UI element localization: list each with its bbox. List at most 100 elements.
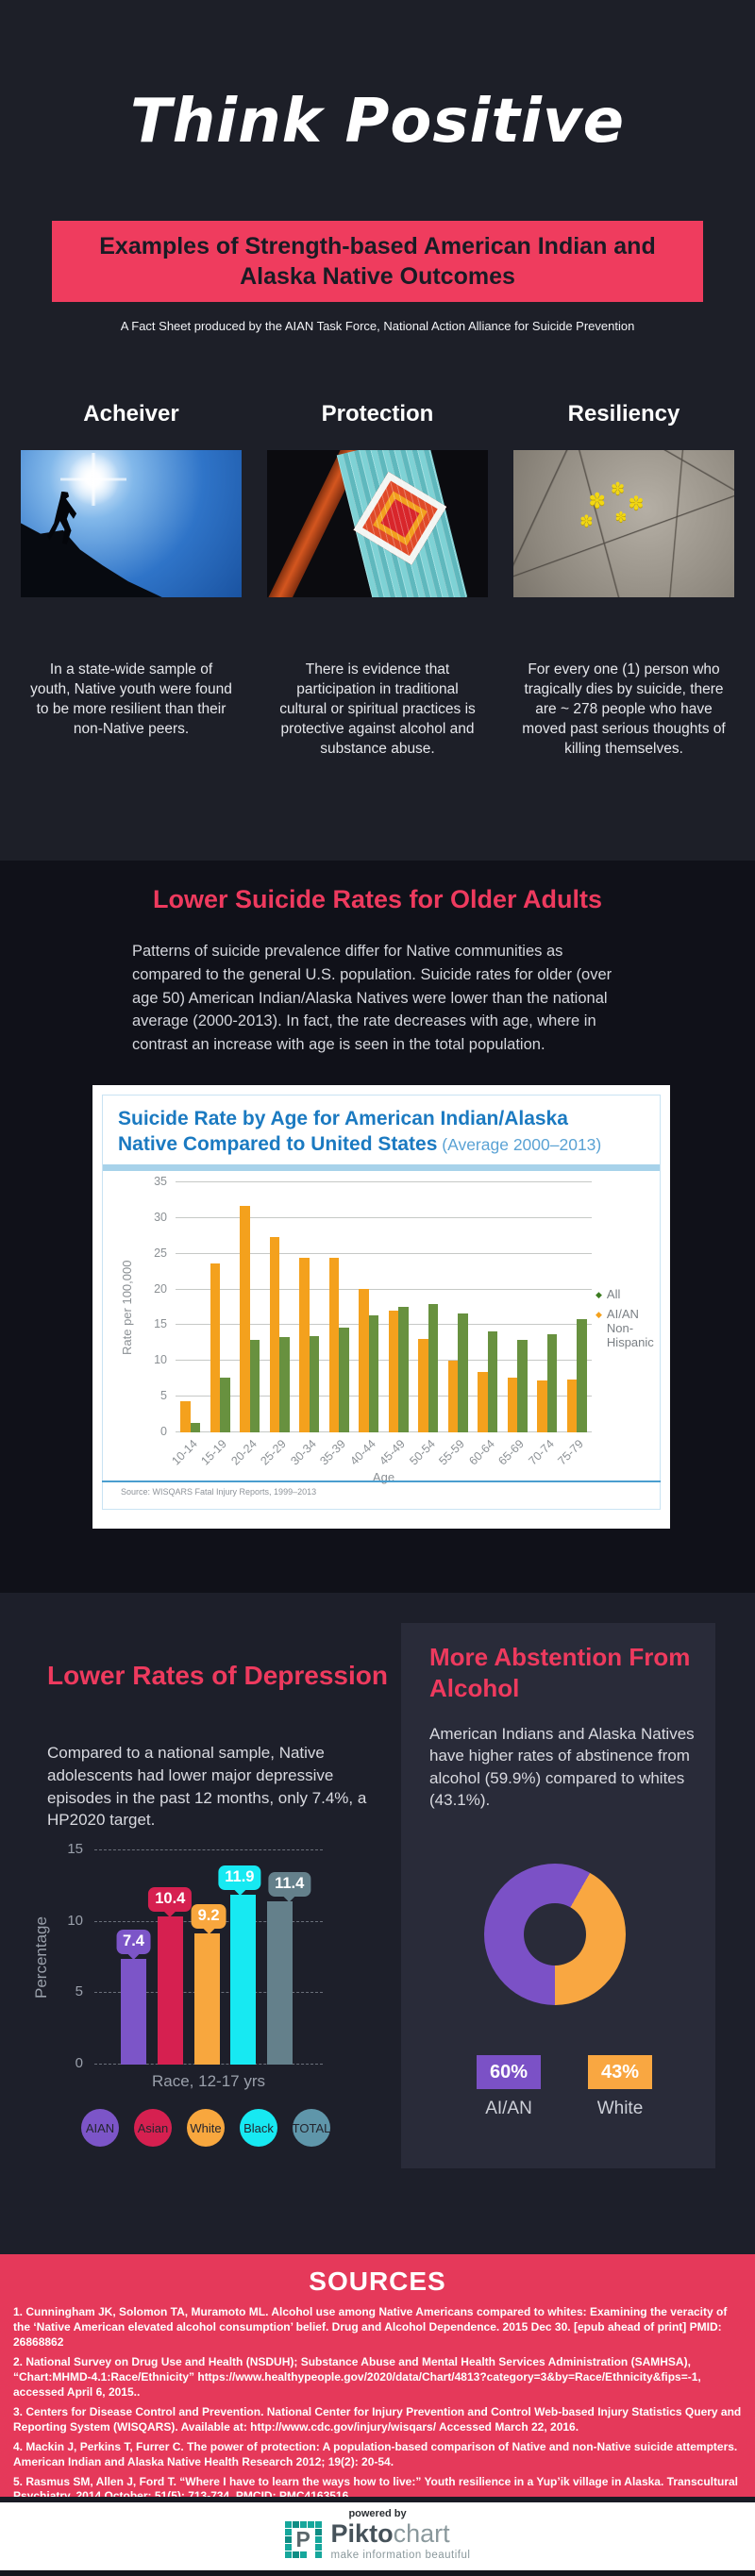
mosaic-tile — [284, 2529, 292, 2535]
mosaic-tile — [292, 2551, 299, 2558]
abstention-heading: More Abstention From Alcohol — [429, 1643, 691, 1703]
legend-circle-total: TOTAL — [293, 2109, 330, 2147]
piktochart-mosaic-icon: P — [284, 2521, 323, 2559]
white-label: White — [596, 2099, 644, 2118]
bar-group-65-69 — [503, 1339, 533, 1432]
abstinence-donut-chart — [484, 1864, 626, 2005]
bar-Black: 11.9 — [218, 1865, 261, 2065]
legend-diamond-icon: ◆ — [596, 1310, 602, 1320]
source-item-3: 3. Centers for Disease Control and Preve… — [13, 2404, 742, 2434]
chart-title: Suicide Rate by Age for American Indian/… — [103, 1096, 660, 1158]
callout-pointer — [233, 1883, 246, 1896]
chart-title-line1: Suicide Rate by Age for American Indian/… — [118, 1108, 568, 1129]
legend-item: ◆ AI/AN Non-Hispanic — [596, 1307, 667, 1350]
suicide-rates-section: Lower Suicide Rates for Older Adults Pat… — [0, 861, 755, 1593]
aian-label: AI/AN — [485, 2099, 532, 2118]
x-tick-slot: 10-14 — [169, 1432, 206, 1470]
brand-bold-part: Pikto — [330, 2519, 394, 2548]
depression-section: Lower Rates of Depression Compared to a … — [0, 1593, 755, 2254]
y-tick-label: 15 — [67, 1841, 83, 1857]
y-axis-label: Rate per 100,000 — [120, 1260, 134, 1355]
legend-circle-aian: AIAN — [81, 2109, 119, 2147]
x-tick-slot: 45-49 — [378, 1432, 414, 1470]
race-legend: AIAN Asian White Black TOTAL — [81, 2109, 330, 2147]
y-tick-label: 5 — [160, 1389, 167, 1403]
mosaic-tile — [314, 2551, 322, 2558]
mosaic-tile — [314, 2521, 322, 2528]
bar-group-10-14 — [176, 1400, 206, 1432]
column-heading: Acheiver — [83, 401, 179, 427]
mosaic-tile — [307, 2521, 314, 2528]
column-achiever: Acheiver In a state-wide sample of youth… — [21, 400, 242, 759]
column-text: There is evidence that participation in … — [279, 661, 476, 758]
rock-shape — [21, 523, 162, 597]
bar-fill — [121, 1959, 146, 2065]
chart-source-note: Source: WISQARS Fatal Injury Reports, 19… — [121, 1487, 317, 1497]
depression-plot-area: Percentage 0 5 10 15 7.4 10.4 9.2 11.9 11.4 — [32, 1841, 323, 2071]
brand-tagline: make information beautiful — [330, 2550, 471, 2561]
y-axis-label: Percentage — [32, 1916, 50, 1999]
bar-AIAN: 7.4 — [116, 1930, 151, 2065]
sources-list: 1. Cunningham JK, Solomon TA, Muramoto M… — [13, 2305, 742, 2504]
bar-group-55-59 — [444, 1313, 474, 1432]
source-item-1: 1. Cunningham JK, Solomon TA, Muramoto M… — [13, 2305, 728, 2349]
bar-fill — [157, 1915, 183, 2065]
y-tick-label: 0 — [160, 1425, 167, 1438]
y-tick-label: 25 — [154, 1246, 167, 1260]
depression-heading: Lower Rates of Depression — [47, 1661, 388, 1690]
gridline-0: 0 — [160, 1425, 592, 1438]
x-tick-slot: 70-74 — [526, 1432, 562, 1470]
bars-area — [176, 1182, 592, 1432]
footer-section: powered by P Piktochart make information… — [0, 2502, 755, 2570]
y-tick-label: 10 — [154, 1353, 167, 1367]
mosaic-tile — [314, 2544, 322, 2551]
bar — [447, 1361, 459, 1432]
chart-title-rule — [103, 1163, 660, 1171]
column-resiliency: Resiliency ✽ ✽ ✽ ✽ ✽ For every one (1) perso… — [513, 400, 734, 759]
mosaic-tile — [299, 2551, 307, 2558]
bar-group-45-49 — [384, 1306, 414, 1432]
legend-item: ◆ All — [596, 1287, 667, 1302]
x-tick-slot: 50-54 — [407, 1432, 444, 1470]
bar-fill — [230, 1894, 257, 2065]
bar — [328, 1257, 340, 1432]
bar — [279, 1337, 290, 1432]
source-item-4: 4. Mackin J, Perkins T, Furrer C. The po… — [13, 2439, 738, 2468]
bar — [546, 1333, 558, 1432]
abstention-card: More Abstention From Alcohol American In… — [401, 1623, 715, 2168]
x-axis-label: Race, 12-17 yrs — [152, 2072, 265, 2090]
x-axis-tick-labels: 10-14 15-19 20-24 25-29 30-34 35-39 40-44 45-49… — [169, 1432, 592, 1470]
bar — [577, 1319, 587, 1432]
x-tick-slot: 30-34 — [288, 1432, 325, 1470]
bar-group-15-19 — [206, 1263, 236, 1432]
y-tick-label: 30 — [154, 1210, 167, 1224]
bar-fill — [193, 1932, 220, 2065]
logo-p-glyph: P — [295, 2527, 310, 2551]
flower-icon: ✽ — [610, 479, 626, 499]
mosaic-tile — [314, 2536, 322, 2543]
callout-pointer — [202, 1921, 215, 1934]
chart-footer-rule — [102, 1480, 661, 1482]
piktochart-logo: P Piktochart make information beautiful — [0, 2521, 755, 2561]
flower-icon: ✽ — [588, 488, 606, 512]
sources-heading: SOURCES — [309, 2267, 446, 2296]
column-heading: Protection — [321, 401, 434, 427]
chart-title-line2: Native Compared to United States — [118, 1133, 438, 1156]
header-section: Think Positive Examples of Strength-base… — [0, 0, 755, 861]
bar-group-75-79 — [562, 1319, 593, 1432]
column-heading: Resiliency — [567, 401, 680, 427]
bar-fill — [267, 1901, 294, 2065]
bar — [458, 1313, 468, 1432]
y-tick-label: 35 — [154, 1175, 167, 1188]
flower-icon: ✽ — [614, 510, 628, 527]
bar — [507, 1377, 518, 1432]
mosaic-tile — [284, 2536, 292, 2543]
section-paragraph: Patterns of suicide prevalence differ fo… — [132, 943, 612, 1053]
column-text: For every one (1) person who tragically … — [522, 661, 726, 758]
beadwork-panel — [336, 450, 468, 597]
value-callout: 11.4 — [268, 1872, 311, 1903]
bar-group-35-39 — [325, 1257, 355, 1432]
fact-sheet-subtitle: A Fact Sheet produced by the AIAN Task F… — [120, 319, 635, 333]
legend-circle-asian: Asian — [134, 2109, 172, 2147]
bar-group-20-24 — [235, 1206, 265, 1432]
